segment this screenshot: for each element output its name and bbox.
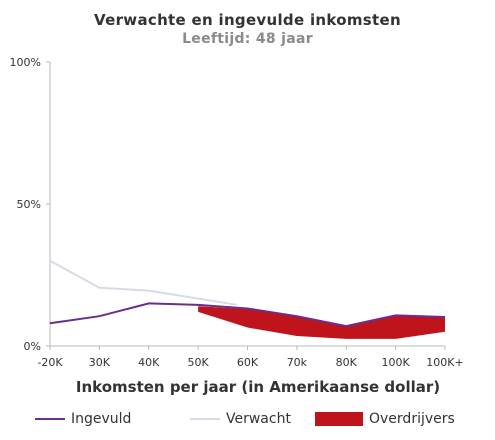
legend-swatch-verwacht <box>190 418 220 420</box>
x-tick-label: -20K <box>37 356 63 369</box>
x-tick-label: 60K <box>237 356 259 369</box>
legend-swatch-overdrijvers <box>315 412 363 426</box>
chart-subtitle: Leeftijd: 48 jaar <box>182 31 313 47</box>
x-axis-label: Inkomsten per jaar (in Amerikaanse dolla… <box>76 378 440 396</box>
verwacht-line <box>49 259 237 306</box>
legend-label-overdrijvers: Overdrijvers <box>369 411 455 427</box>
overdrijvers-area <box>198 306 445 339</box>
x-tick-label: 40K <box>138 356 160 369</box>
legend-item-verwacht: Verwacht <box>190 409 291 429</box>
legend-item-ingevuld: Ingevuld <box>35 409 131 429</box>
ingevuld-line <box>49 302 446 328</box>
legend-label-ingevuld: Ingevuld <box>71 411 132 427</box>
x-tick-label: 30K <box>89 356 111 369</box>
x-tick-label: 100K+ <box>426 356 463 369</box>
y-tick-label: 0% <box>24 340 41 353</box>
x-tick-label: 80K <box>336 356 358 369</box>
legend-item-overdrijvers: Overdrijvers <box>315 409 455 429</box>
y-tick-label: 50% <box>17 198 41 211</box>
legend-label-verwacht: Verwacht <box>226 411 291 427</box>
x-tick-label: 50K <box>188 356 210 369</box>
chart-title: Verwachte en ingevulde inkomsten <box>94 11 401 29</box>
y-tick-label: 100% <box>10 56 41 69</box>
legend-swatch-ingevuld <box>35 418 65 420</box>
x-tick-label: 100K <box>382 356 411 369</box>
x-tick-label: 70k <box>287 356 308 369</box>
